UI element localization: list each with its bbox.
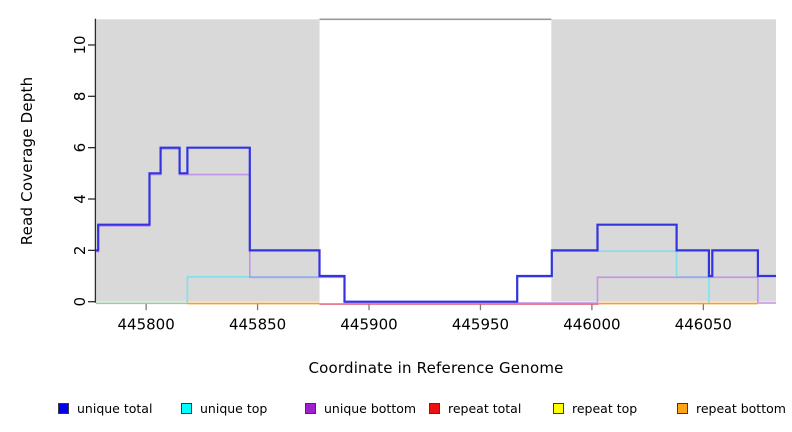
legend-item-repeat-top: repeat top — [553, 398, 637, 418]
x-tick-label: 445800 — [118, 316, 175, 334]
legend-label: repeat bottom — [696, 400, 786, 416]
legend-label: repeat total — [448, 400, 522, 416]
legend-label: unique bottom — [324, 400, 417, 416]
legend-item-unique-total: unique total — [58, 398, 152, 418]
legend-item-unique-bottom: unique bottom — [305, 398, 416, 418]
y-tick-label: 2 — [71, 246, 89, 256]
legend-item-repeat-total: repeat total — [429, 398, 521, 418]
legend-label: unique top — [200, 400, 268, 416]
repeat-region-left — [96, 19, 320, 302]
legend-swatch-repeat-bottom — [677, 402, 688, 414]
x-tick-label: 446000 — [563, 316, 620, 334]
y-tick-label: 10 — [71, 35, 89, 54]
legend-item-unique-top: unique top — [181, 398, 267, 418]
y-axis-title: Read Coverage Depth — [18, 76, 36, 246]
series-unique-bottom — [96, 148, 776, 304]
legend-swatch-unique-top — [181, 402, 192, 414]
legend-swatch-repeat-total — [429, 402, 440, 414]
y-tick-label: 0 — [71, 297, 89, 307]
legend-swatch-unique-bottom — [305, 402, 316, 414]
legend-swatch-repeat-top — [553, 402, 564, 414]
x-tick-label: 445950 — [452, 316, 509, 334]
y-tick-label: 6 — [71, 143, 89, 153]
y-tick-label: 8 — [71, 92, 89, 102]
x-tick-label: 445850 — [229, 316, 286, 334]
x-tick-label: 446050 — [675, 316, 732, 334]
repeat-region-right — [551, 19, 776, 302]
series-unique-total — [96, 146, 776, 303]
x-tick-label: 445900 — [340, 316, 397, 334]
legend-item-repeat-bottom: repeat bottom — [677, 398, 786, 418]
x-axis-title: Coordinate in Reference Genome — [308, 359, 564, 377]
legend-label: repeat top — [572, 400, 638, 416]
legend-label: unique total — [77, 400, 153, 416]
legend-swatch-unique-total — [58, 402, 69, 414]
y-tick-label: 4 — [71, 194, 89, 204]
legend: unique total unique top unique bottom repea… — [0, 398, 792, 420]
